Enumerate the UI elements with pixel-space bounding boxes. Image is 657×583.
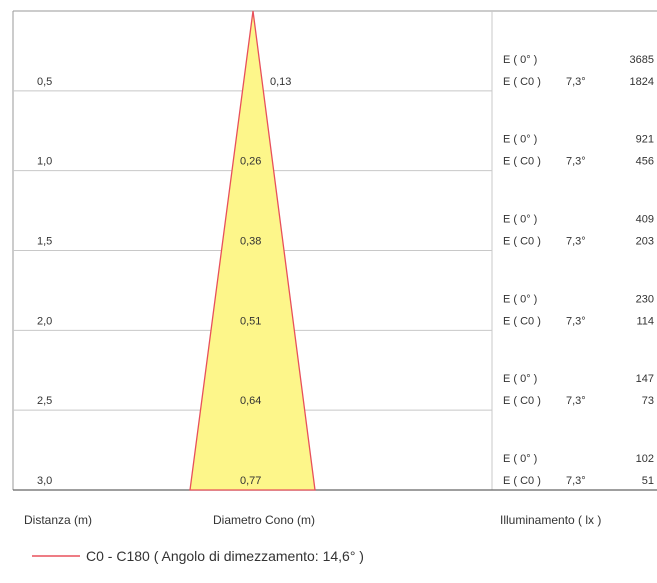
light-cone <box>189 10 316 491</box>
e0-label: E ( 0° ) <box>503 453 537 465</box>
ec0-label: E ( C0 ) <box>503 236 541 248</box>
ec0-value: 114 <box>636 315 654 327</box>
ec0-label: E ( C0 ) <box>503 475 541 487</box>
distance-value: 2,0 <box>37 315 52 327</box>
ec0-value: 203 <box>636 236 654 248</box>
diameter-value: 0,13 <box>270 76 291 88</box>
distance-axis-label: Distanza (m) <box>24 513 92 527</box>
ec0-label: E ( C0 ) <box>503 395 541 407</box>
e0-label: E ( 0° ) <box>503 54 537 66</box>
ec0-value: 1824 <box>630 76 654 88</box>
distance-value: 1,5 <box>37 236 52 248</box>
distance-value: 3,0 <box>37 475 52 487</box>
half-angle-value: 7,3° <box>566 236 586 248</box>
diameter-value: 0,64 <box>240 395 261 407</box>
half-angle-value: 7,3° <box>566 76 586 88</box>
diameter-value: 0,51 <box>240 315 261 327</box>
diameter-value: 0,77 <box>240 475 261 487</box>
ec0-value: 51 <box>642 475 654 487</box>
distance-value: 0,5 <box>37 76 52 88</box>
half-angle-value: 7,3° <box>566 475 586 487</box>
ec0-label: E ( C0 ) <box>503 156 541 168</box>
e0-value: 102 <box>636 453 654 465</box>
e0-label: E ( 0° ) <box>503 293 537 305</box>
e0-value: 147 <box>636 373 654 385</box>
diameter-value: 0,38 <box>240 236 261 248</box>
ec0-value: 456 <box>636 156 654 168</box>
illuminance-axis-label: Illuminamento ( lx ) <box>500 513 601 527</box>
diameter-value: 0,26 <box>240 156 261 168</box>
e0-value: 921 <box>636 134 654 146</box>
e0-label: E ( 0° ) <box>503 214 537 226</box>
legend-text: C0 - C180 ( Angolo di dimezzamento: 14,6… <box>86 548 364 564</box>
e0-label: E ( 0° ) <box>503 373 537 385</box>
e0-label: E ( 0° ) <box>503 134 537 146</box>
distance-value: 2,5 <box>37 395 52 407</box>
e0-value: 3685 <box>630 54 654 66</box>
ec0-label: E ( C0 ) <box>503 76 541 88</box>
half-angle-value: 7,3° <box>566 315 586 327</box>
diameter-axis-label: Diametro Cono (m) <box>213 513 315 527</box>
ec0-value: 73 <box>642 395 654 407</box>
e0-value: 230 <box>636 293 654 305</box>
ec0-label: E ( C0 ) <box>503 315 541 327</box>
half-angle-value: 7,3° <box>566 395 586 407</box>
distance-value: 1,0 <box>37 156 52 168</box>
e0-value: 409 <box>636 214 654 226</box>
half-angle-value: 7,3° <box>566 156 586 168</box>
